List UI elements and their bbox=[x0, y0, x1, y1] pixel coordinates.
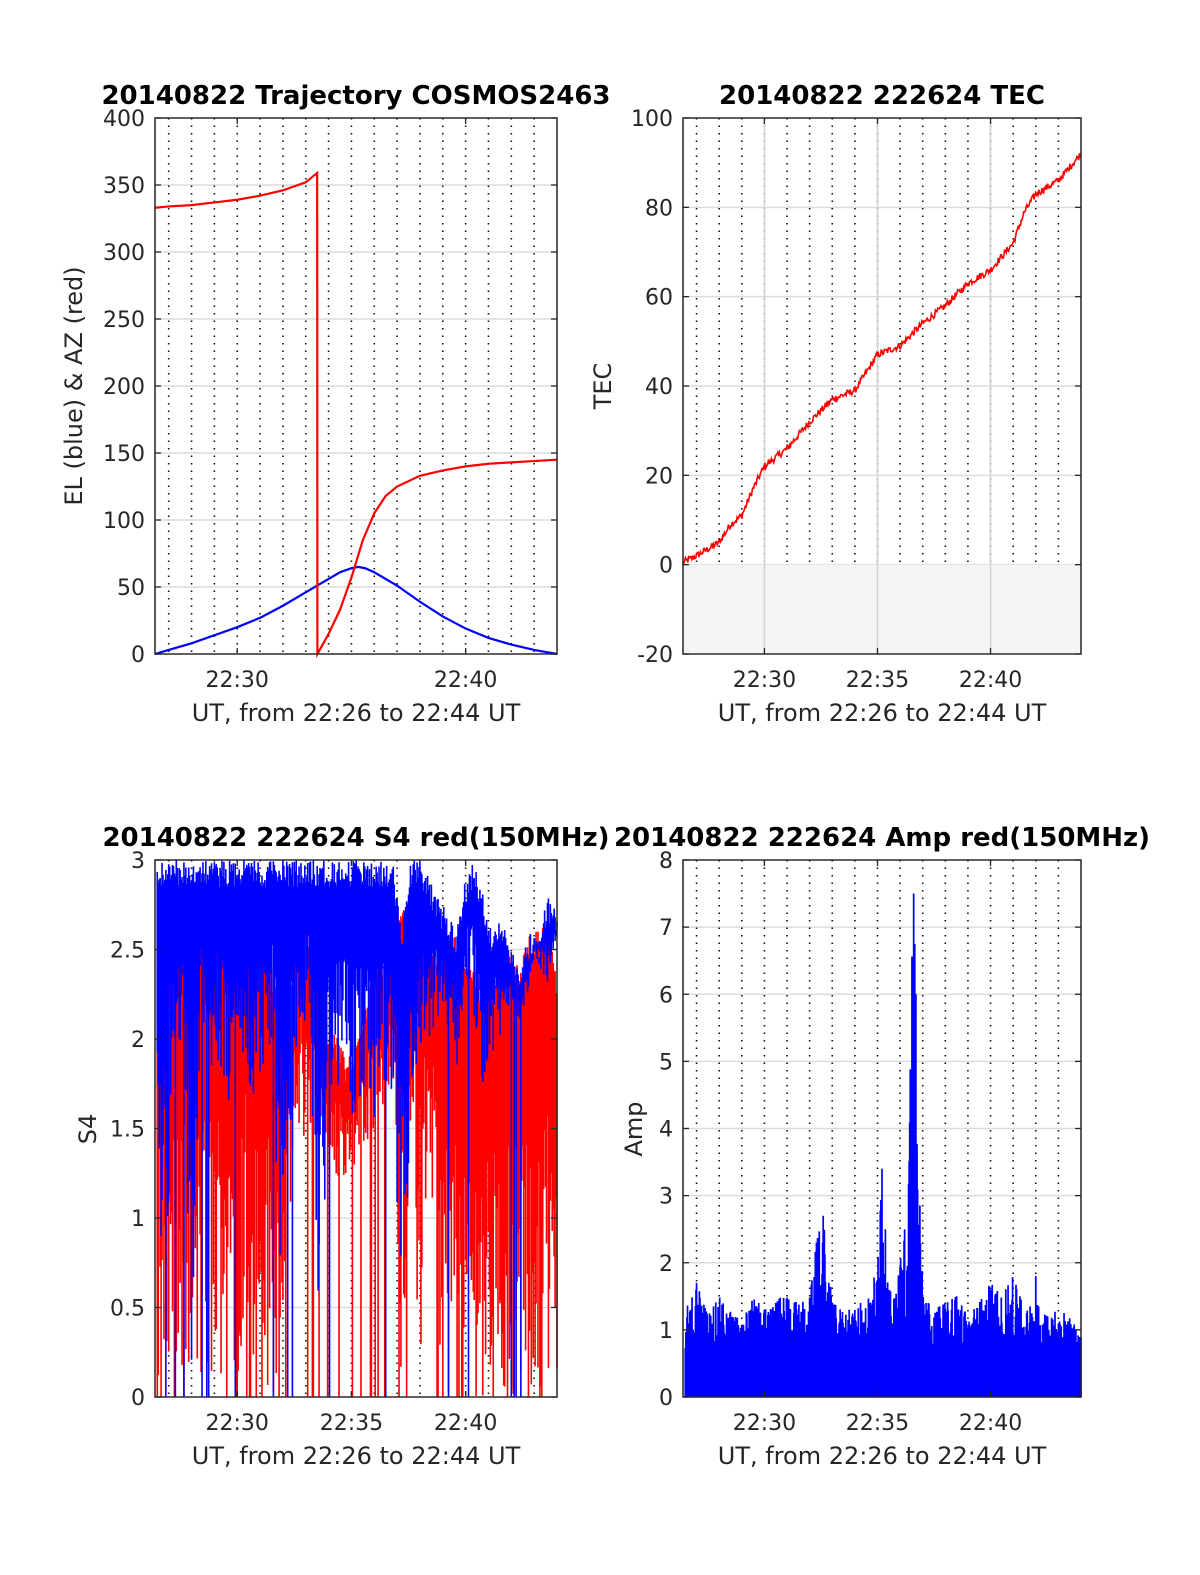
s4-series bbox=[156, 860, 558, 1397]
s4-x-axis-label: UT, from 22:26 to 22:44 UT bbox=[192, 1442, 521, 1470]
y-tick-label: 7 bbox=[659, 916, 673, 941]
x-tick-label: 22:35 bbox=[320, 1411, 383, 1436]
series-amp-trace bbox=[684, 893, 1082, 1397]
x-tick-label: 22:30 bbox=[206, 1411, 269, 1436]
y-tick-label: 0 bbox=[659, 554, 673, 579]
y-tick-label: 60 bbox=[645, 286, 673, 311]
y-tick-label: 350 bbox=[103, 174, 145, 199]
trajectory-series bbox=[154, 170, 558, 659]
x-tick-label: 22:40 bbox=[959, 668, 1022, 693]
y-tick-label: 0.5 bbox=[110, 1297, 145, 1322]
y-tick-label: 400 bbox=[103, 107, 145, 132]
y-tick-label: 2 bbox=[131, 1028, 145, 1053]
y-tick-label: 1 bbox=[659, 1319, 673, 1344]
below-zero-band bbox=[684, 564, 1080, 653]
amp-x-axis-label: UT, from 22:26 to 22:44 UT bbox=[718, 1442, 1047, 1470]
y-tick-label: 1 bbox=[131, 1207, 145, 1232]
y-tick-label: 4 bbox=[659, 1118, 673, 1143]
x-tick-label: 22:30 bbox=[733, 1411, 796, 1436]
y-tick-label: 250 bbox=[103, 308, 145, 333]
tec-series bbox=[682, 152, 1082, 566]
y-tick-label: 3 bbox=[659, 1185, 673, 1210]
y-tick-label: 20 bbox=[645, 464, 673, 489]
tec-y-axis-label: TEC bbox=[589, 363, 617, 411]
x-tick-label: 22:40 bbox=[434, 1411, 497, 1436]
tec-grid bbox=[683, 117, 1081, 655]
y-tick-label: 2 bbox=[659, 1252, 673, 1277]
s4-y-axis-label: S4 bbox=[74, 1114, 102, 1145]
tec-ticks: -20 0 20 40 60 80 100 22:30 22:35 22:40 bbox=[631, 107, 1081, 693]
s4-title: 20140822 222624 S4 red(150MHz) bbox=[102, 823, 609, 853]
y-tick-label: 1.5 bbox=[110, 1118, 145, 1143]
amp-plot: 0 1 2 3 4 5 6 7 8 22:30 22:35 22:40 20140822 222624… bbox=[614, 823, 1150, 1470]
y-tick-label: 0 bbox=[659, 1386, 673, 1411]
y-tick-label: 8 bbox=[659, 849, 673, 874]
tec-title: 20140822 222624 TEC bbox=[719, 81, 1045, 111]
trajectory-ticks: 0 50 100 150 200 250 300 350 400 22:30 22:40 bbox=[103, 107, 557, 693]
y-tick-label: 2.5 bbox=[110, 939, 145, 964]
series-tec-line bbox=[682, 152, 1082, 566]
x-tick-label: 22:30 bbox=[733, 668, 796, 693]
x-tick-label: 22:35 bbox=[846, 668, 909, 693]
x-tick-label: 22:35 bbox=[846, 1411, 909, 1436]
tec-plot: -20 0 20 40 60 80 100 22:30 22:35 22:40 20140822 … bbox=[589, 81, 1082, 727]
y-tick-label: 6 bbox=[659, 983, 673, 1008]
amp-title: 20140822 222624 Amp red(150MHz) bbox=[614, 823, 1150, 853]
amp-y-axis-label: Amp bbox=[620, 1101, 648, 1156]
series-az-line bbox=[154, 170, 558, 659]
y-tick-label: 0 bbox=[131, 643, 145, 668]
x-tick-label: 22:40 bbox=[959, 1411, 1022, 1436]
amp-ticks: 0 1 2 3 4 5 6 7 8 22:30 22:35 22:40 bbox=[659, 849, 1081, 1436]
x-tick-label: 22:30 bbox=[206, 668, 269, 693]
s4-plot: 0 0.5 1 1.5 2 2.5 3 22:30 22:35 22:40 20140822 22… bbox=[74, 823, 610, 1470]
s4-ticks: 0 0.5 1 1.5 2 2.5 3 22:30 22:35 22:40 bbox=[110, 849, 557, 1436]
trajectory-y-axis-label: EL (blue) & AZ (red) bbox=[60, 266, 88, 505]
tec-x-axis-label: UT, from 22:26 to 22:44 UT bbox=[718, 699, 1047, 727]
y-tick-label: 150 bbox=[103, 442, 145, 467]
trajectory-title: 20140822 Trajectory COSMOS2463 bbox=[101, 81, 610, 111]
x-tick-label: 22:40 bbox=[434, 668, 497, 693]
y-tick-label: 80 bbox=[645, 196, 673, 221]
trajectory-x-axis-label: UT, from 22:26 to 22:44 UT bbox=[192, 699, 521, 727]
y-tick-label: -20 bbox=[637, 643, 673, 668]
trajectory-plot: 0 50 100 150 200 250 300 350 400 22:30 22:40 20140… bbox=[60, 81, 611, 727]
y-tick-label: 200 bbox=[103, 375, 145, 400]
amp-series bbox=[684, 893, 1082, 1397]
y-tick-label: 5 bbox=[659, 1050, 673, 1075]
y-tick-label: 0 bbox=[131, 1386, 145, 1411]
y-tick-label: 100 bbox=[631, 107, 673, 132]
series-blue-s4-trace bbox=[156, 860, 558, 1397]
y-tick-label: 300 bbox=[103, 241, 145, 266]
y-tick-label: 50 bbox=[117, 576, 145, 601]
y-tick-label: 3 bbox=[131, 849, 145, 874]
y-tick-label: 40 bbox=[645, 375, 673, 400]
y-tick-label: 100 bbox=[103, 509, 145, 534]
